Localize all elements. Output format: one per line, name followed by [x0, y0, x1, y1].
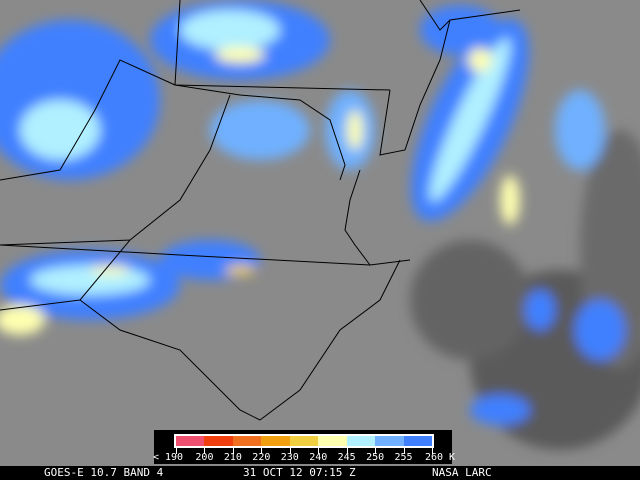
legend-tick: [375, 448, 377, 454]
legend-tick: [318, 448, 320, 454]
legend-tick: [432, 448, 433, 454]
image-caption: GOES-E 10.7 BAND 4 31 OCT 12 07:15 Z NAS…: [0, 466, 640, 480]
state-borders: [0, 0, 521, 421]
legend-tick-label: 250: [366, 452, 385, 463]
legend-tick: [403, 448, 405, 454]
legend-tick-label: 210: [223, 452, 242, 463]
legend-swatch: [261, 436, 290, 446]
legend-tick-label: 255: [394, 452, 413, 463]
legend-tick-label: < 190: [152, 452, 184, 463]
datetime-label: 31 OCT 12 07:15 Z: [243, 466, 356, 479]
legend-tick-label: 245: [337, 452, 356, 463]
legend-swatch: [232, 436, 262, 446]
color-scale-bar: [174, 434, 434, 448]
legend-tick: [289, 448, 291, 454]
legend-tick: [204, 448, 206, 454]
legend-swatch: [176, 436, 205, 446]
infrared-satellite-map: [0, 0, 640, 450]
legend-swatch: [289, 436, 319, 446]
legend-tick-label: 230: [280, 452, 299, 463]
legend-swatch: [375, 436, 404, 446]
cloud-temperature-field: [0, 0, 640, 450]
legend-tick-label: 220: [252, 452, 271, 463]
legend-tick-label: 260 K: [424, 452, 456, 463]
legend-tick-label: 200: [195, 452, 214, 463]
legend-tick-label: 240: [309, 452, 328, 463]
legend-tick: [261, 448, 263, 454]
legend-swatch: [318, 436, 347, 446]
legend-swatch: [204, 436, 233, 446]
legend-tick: [176, 448, 177, 454]
legend-tick: [232, 448, 234, 454]
legend-tick: [346, 448, 348, 454]
source-label: NASA LARC: [432, 466, 492, 479]
legend-swatch: [403, 436, 432, 446]
legend-swatch: [346, 436, 376, 446]
product-label: GOES-E 10.7 BAND 4: [44, 466, 164, 479]
temperature-legend: < 190 200 210 220 230 240 245 250 255 260 K: [152, 430, 456, 464]
